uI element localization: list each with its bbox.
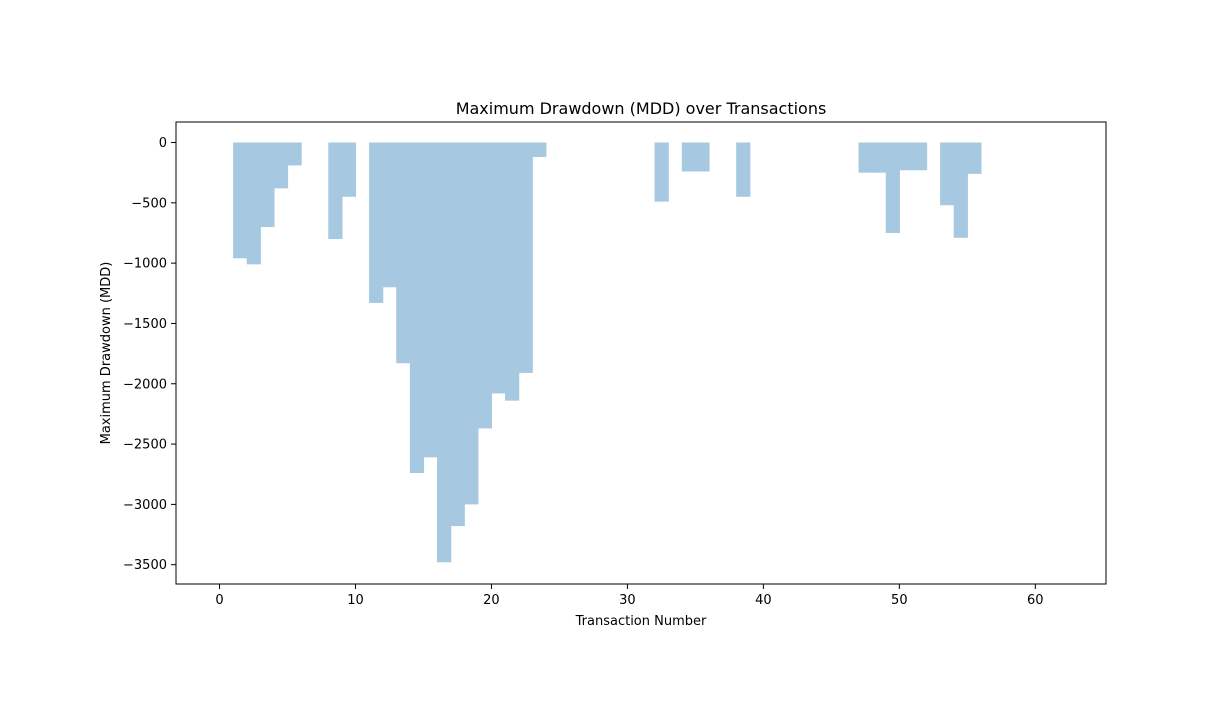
drawdown-step-51: [912, 142, 928, 171]
drawdown-step-35: [695, 142, 710, 172]
drawdown-step-55: [967, 142, 982, 174]
drawdown-step-12: [382, 142, 397, 288]
x-axis: 0 10 20 30 40 50 60: [215, 584, 1044, 608]
y-tick-label: 0: [159, 136, 167, 151]
drawdown-step-50: [899, 142, 914, 171]
drawdown-step-34: [681, 142, 696, 172]
drawdown-step-3: [260, 142, 275, 227]
drawdown-step-21: [505, 142, 520, 401]
y-axis: 0 −500 −1000 −1500 −2000 −2500 −3000 −3500: [123, 136, 176, 573]
drawdown-step-15: [423, 142, 438, 458]
drawdown-step-17: [450, 142, 465, 527]
drawdown-step-2: [246, 142, 261, 265]
drawdown-step-13: [396, 142, 411, 364]
drawdown-step-11: [369, 142, 384, 303]
drawdown-step-1: [233, 142, 248, 259]
x-tick-label: 0: [215, 593, 223, 608]
drawdown-step-20: [491, 142, 506, 394]
y-tick-label: −1500: [123, 317, 167, 332]
x-axis-label: Transaction Number: [575, 614, 707, 629]
x-tick-label: 20: [483, 593, 500, 608]
drawdown-step-5: [287, 142, 302, 166]
drawdown-step-9: [341, 142, 357, 197]
drawdown-step-18: [464, 142, 479, 505]
chart-title: Maximum Drawdown (MDD) over Transactions: [456, 99, 827, 118]
x-tick-label: 60: [1027, 593, 1044, 608]
x-tick-label: 50: [891, 593, 908, 608]
x-tick-label: 40: [755, 593, 772, 608]
drawdown-step-8: [328, 142, 343, 240]
y-tick-label: −3500: [123, 558, 167, 573]
y-tick-label: −1000: [123, 257, 167, 272]
plot-frame: [175, 121, 1107, 585]
y-tick-label: −500: [131, 196, 167, 211]
y-tick-label: −2000: [123, 377, 167, 392]
drawdown-step-16: [437, 142, 452, 563]
drawdown-step-14: [409, 142, 425, 474]
drawdown-step-38: [736, 142, 751, 197]
y-tick-label: −2500: [123, 438, 167, 453]
drawdown-step-22: [518, 142, 533, 373]
y-axis-label: Maximum Drawdown (MDD): [99, 262, 114, 445]
drawdown-step-47: [858, 142, 873, 173]
drawdown-step-48: [872, 142, 887, 173]
y-tick-label: −3000: [123, 498, 167, 513]
drawdown-step-54: [953, 142, 968, 238]
x-tick-label: 10: [347, 593, 364, 608]
drawdown-step-32: [654, 142, 669, 202]
drawdown-step-49: [885, 142, 900, 233]
drawdown-step-53: [940, 142, 955, 206]
drawdown-step-19: [477, 142, 493, 429]
drawdown-step-23: [532, 142, 547, 157]
drawdown-step-4: [273, 142, 289, 189]
drawdown-fill: [233, 142, 982, 563]
x-tick-label: 30: [619, 593, 636, 608]
